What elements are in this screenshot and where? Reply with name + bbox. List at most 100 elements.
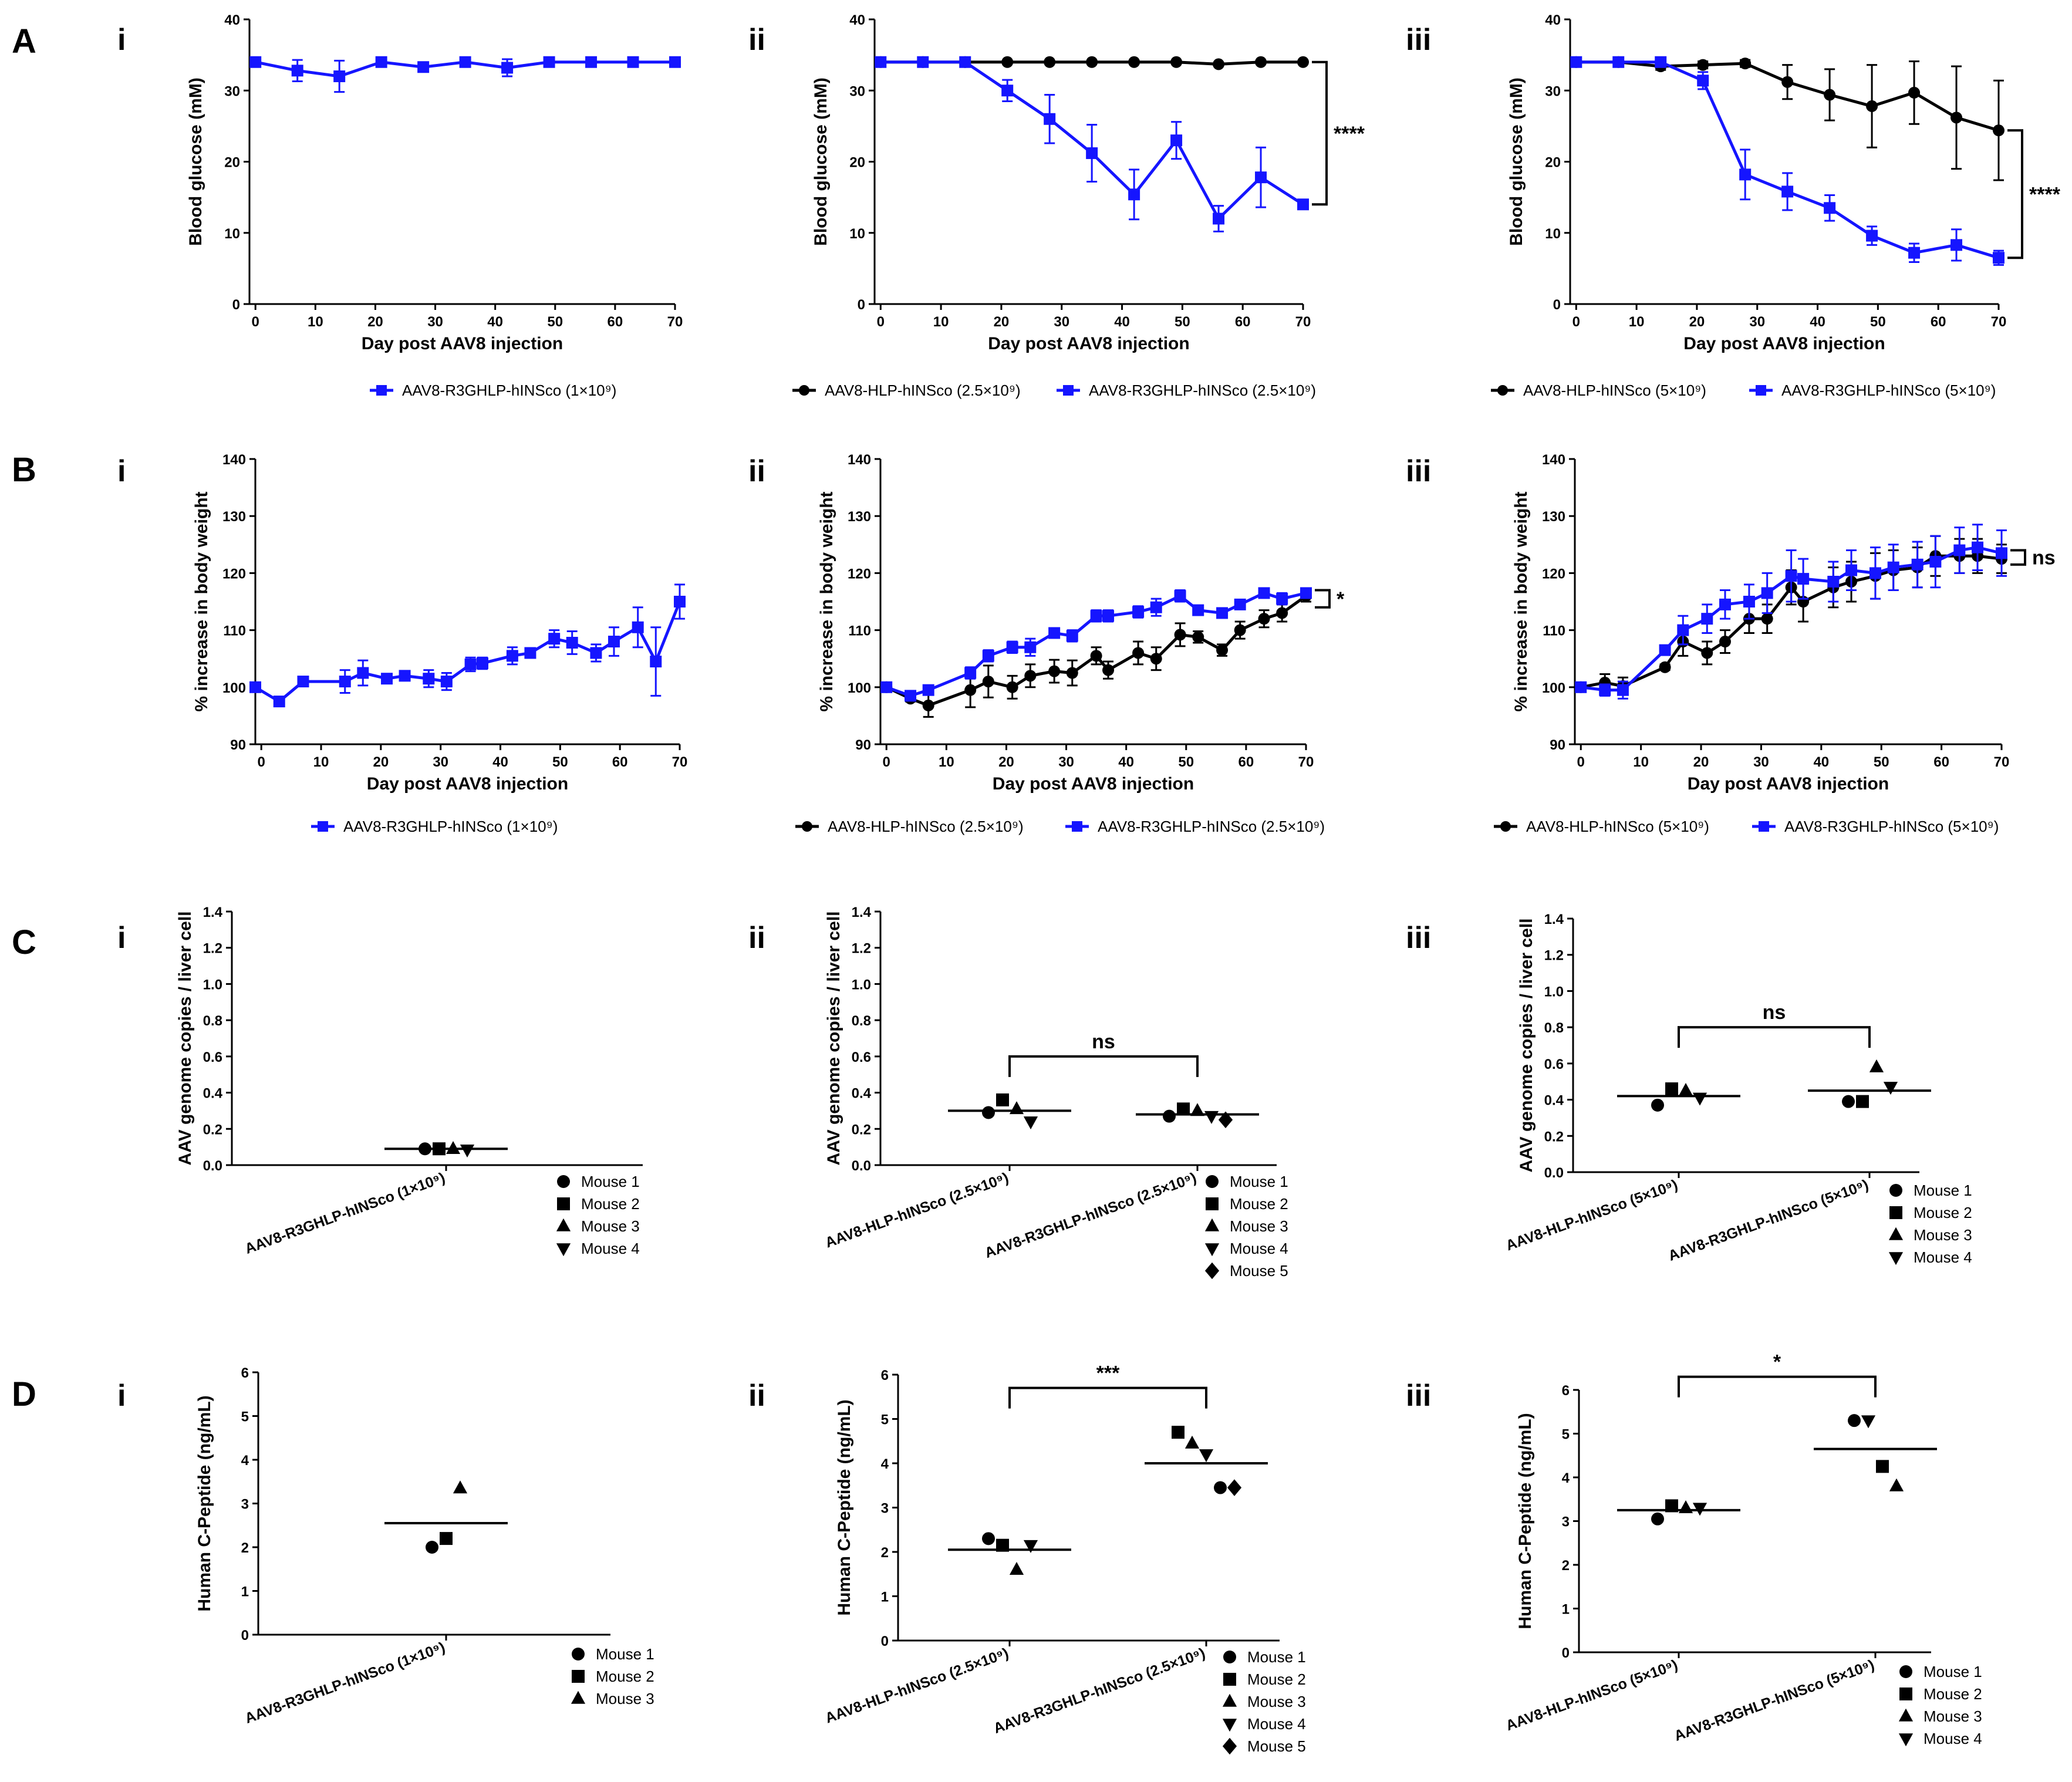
category-label: AAV8-HLP-hINSco (2.5×10⁹) xyxy=(823,1169,1011,1251)
x-tick-label: 0 xyxy=(1577,754,1585,770)
y-tick-label: 2 xyxy=(881,1545,889,1561)
y-tick-label: 5 xyxy=(1562,1427,1570,1443)
y-tick-label: 0 xyxy=(1562,1645,1570,1661)
x-tick-label: 70 xyxy=(1991,314,2007,330)
data-point xyxy=(399,670,411,682)
legend-marker xyxy=(557,1175,570,1188)
category-label: AAV8-R3GHLP-hINSco (5×10⁹) xyxy=(1672,1656,1877,1744)
y-axis-label: AAV genome copies / liver cell xyxy=(1517,919,1536,1173)
data-point xyxy=(1866,230,1878,242)
data-point xyxy=(375,56,387,68)
x-axis-label: Day post AAV8 injection xyxy=(362,334,563,353)
y-tick-label: 40 xyxy=(849,12,865,28)
legend-label: Mouse 4 xyxy=(1914,1248,1972,1266)
data-point xyxy=(1908,247,1921,259)
chart-Diii: 0 1 2 3 4 5 6 Human C-Peptide (ng/mL) AAV8-HLP-h… xyxy=(1504,1351,1982,1747)
data-point xyxy=(959,56,971,68)
x-tick-label: 40 xyxy=(487,314,503,330)
y-tick-label: 0 xyxy=(232,297,240,313)
category-label: AAV8-HLP-hINSco (2.5×10⁹) xyxy=(823,1645,1011,1726)
chart-Dii: 0 1 2 3 4 5 6 Human C-Peptide (ng/mL) AAV8-HLP-h… xyxy=(823,1362,1306,1755)
x-tick-label: 70 xyxy=(1994,754,2010,770)
data-point xyxy=(566,636,578,649)
y-axis-label: % increase in body weight xyxy=(192,491,211,711)
category-label: AAV8-R3GHLP-hINSco (2.5×10⁹) xyxy=(991,1645,1207,1737)
legend-label: Mouse 5 xyxy=(1247,1737,1306,1755)
legend-marker xyxy=(1223,1673,1236,1686)
y-tick-label: 140 xyxy=(1542,452,1565,468)
legend-label: AAV8-R3GHLP-hINSco (5×10⁹) xyxy=(1781,382,1996,399)
data-point xyxy=(1086,56,1098,68)
x-tick-label: 30 xyxy=(1749,314,1765,330)
panel-label-i: i xyxy=(117,1379,126,1413)
data-point xyxy=(1204,1111,1219,1124)
data-point xyxy=(1001,56,1014,68)
data-point xyxy=(548,633,561,645)
data-point xyxy=(1739,168,1752,181)
legend-label: Mouse 1 xyxy=(1923,1663,1982,1680)
data-point xyxy=(905,690,917,702)
data-point xyxy=(1739,58,1752,70)
data-point xyxy=(590,647,602,659)
data-point xyxy=(1174,590,1186,602)
x-tick-label: 70 xyxy=(1298,754,1314,770)
data-point xyxy=(453,1480,468,1494)
y-tick-label: 6 xyxy=(1562,1383,1570,1399)
x-tick-label: 10 xyxy=(1633,754,1649,770)
y-tick-label: 30 xyxy=(1545,83,1561,99)
y-axis-label: Blood glucose (mM) xyxy=(186,77,205,246)
data-point xyxy=(464,658,477,670)
x-tick-label: 50 xyxy=(1874,754,1889,770)
legend-marker xyxy=(799,385,809,396)
legend-label: Mouse 1 xyxy=(1914,1182,1972,1199)
data-point xyxy=(1781,76,1794,88)
data-point xyxy=(1911,558,1923,571)
data-point xyxy=(1889,1478,1904,1491)
data-point xyxy=(1044,113,1056,125)
data-point xyxy=(1993,252,2004,264)
x-tick-label: 0 xyxy=(252,314,259,330)
y-tick-label: 0 xyxy=(241,1628,249,1643)
data-point xyxy=(1842,1095,1855,1108)
data-point xyxy=(433,1142,446,1156)
legend-label: AAV8-HLP-hINSco (5×10⁹) xyxy=(1526,818,1709,835)
legend-marker xyxy=(1898,1733,1914,1747)
data-point xyxy=(1170,56,1183,68)
data-point xyxy=(1009,1101,1024,1115)
x-tick-label: 50 xyxy=(1178,754,1194,770)
data-point xyxy=(917,56,929,68)
x-tick-label: 20 xyxy=(367,314,383,330)
y-tick-label: 110 xyxy=(223,623,246,639)
category-label: AAV8-HLP-hINSco (5×10⁹) xyxy=(1504,1656,1680,1734)
y-tick-label: 5 xyxy=(241,1409,249,1425)
data-point xyxy=(1234,624,1246,636)
x-tick-label: 40 xyxy=(1810,314,1825,330)
legend-label: Mouse 3 xyxy=(1247,1693,1306,1710)
data-point xyxy=(1174,629,1186,641)
data-point xyxy=(1216,644,1229,656)
chart-Aii: 0 10 20 30 40 Blood glucose (mM) 0 10 20 30 40 50 60… xyxy=(792,12,1365,399)
legend-label: Mouse 2 xyxy=(581,1195,640,1213)
y-tick-label: 0.2 xyxy=(203,1122,222,1138)
legend-marker xyxy=(376,385,387,396)
legend-marker xyxy=(1222,1719,1237,1732)
data-point xyxy=(1048,665,1061,677)
x-tick-label: 10 xyxy=(308,314,323,330)
data-point xyxy=(1612,56,1625,68)
data-point xyxy=(297,676,309,688)
data-point xyxy=(1185,1435,1200,1449)
data-point xyxy=(1086,147,1098,159)
data-point xyxy=(996,1093,1009,1106)
figure-labels: A B C D xyxy=(12,22,36,1413)
significance-label: **** xyxy=(1334,123,1365,145)
legend-marker xyxy=(572,1648,585,1661)
significance-bracket xyxy=(1678,1375,1877,1398)
data-point xyxy=(381,673,393,685)
y-axis-label: Human C-Peptide (ng/mL) xyxy=(1516,1413,1535,1629)
legend-label: Mouse 4 xyxy=(1923,1730,1982,1747)
y-tick-label: 110 xyxy=(848,623,871,639)
legend-label: Mouse 1 xyxy=(1247,1648,1306,1666)
data-point xyxy=(506,650,518,662)
category-label: AAV8-R3GHLP-hINSco (5×10⁹) xyxy=(1666,1176,1871,1264)
